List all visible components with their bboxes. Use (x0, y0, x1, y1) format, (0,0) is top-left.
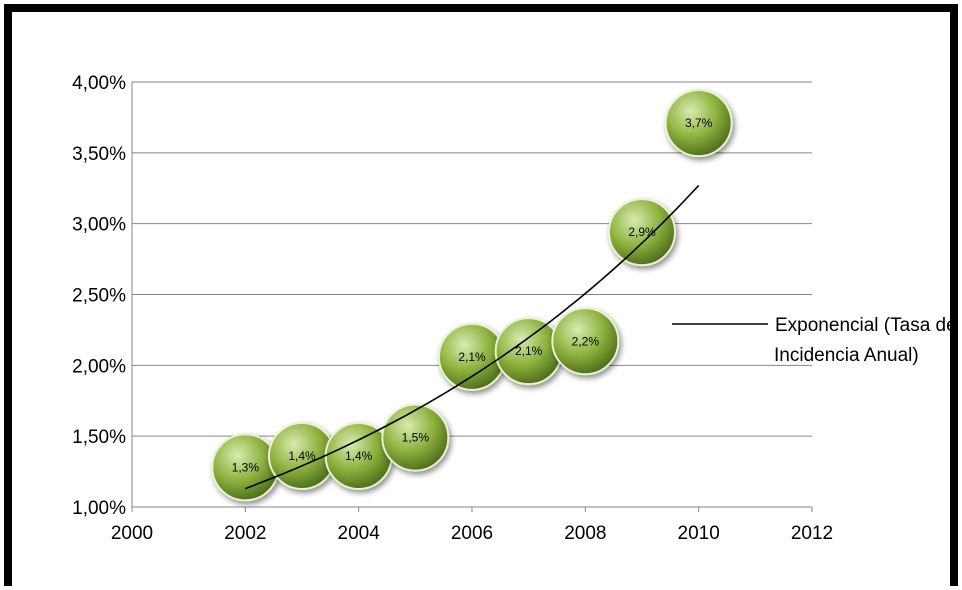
data-label: 1,4% (345, 449, 373, 463)
bubble (664, 89, 733, 158)
data-label: 2,1% (515, 344, 543, 358)
legend-label: Incidencia Anual) (774, 345, 919, 366)
x-tick-label: 2012 (791, 523, 833, 544)
trendline-path (245, 184, 700, 490)
data-label: 2,1% (458, 350, 486, 364)
y-tick-label: 3,50% (72, 144, 126, 165)
data-label: 2,9% (628, 225, 656, 239)
y-tick-label: 4,00% (72, 73, 126, 94)
data-label: 3,7% (685, 116, 713, 130)
x-tick-label: 2010 (678, 523, 720, 544)
y-tick-label: 2,50% (72, 286, 126, 307)
data-label: 1,3% (232, 460, 260, 474)
y-tick-label: 1,00% (72, 498, 126, 519)
data-label: 2,2% (572, 334, 600, 348)
x-tick-label: 2000 (111, 523, 153, 544)
data-label: 1,5% (402, 431, 430, 445)
bubble (608, 198, 676, 267)
bubble (551, 307, 620, 376)
bubble (381, 403, 450, 472)
bubbles: 1,3% 1,4% 1,4% 1,5% 2,1% 2,1% 2,2% 2,9% 3,7% (211, 89, 733, 502)
y-tick-label: 3,00% (72, 215, 126, 236)
x-tick-label: 2004 (338, 523, 381, 544)
x-tick-label: 2008 (564, 523, 606, 544)
y-tick-label: 2,00% (72, 356, 126, 377)
x-tick-label: 2006 (451, 523, 493, 544)
legend: Exponencial (Tasa de Incidencia Anual) (672, 315, 957, 366)
data-label: 1,4% (288, 449, 316, 463)
y-tick-label: 1,50% (72, 427, 126, 448)
x-axis: 2000 2002 2004 2006 2008 2010 2012 (111, 507, 833, 544)
x-tick-label: 2002 (224, 523, 266, 544)
y-axis: 1,00% 1,50% 2,00% 2,50% 3,00% 3,50% 4,00% (72, 73, 126, 519)
legend-label: Exponencial (Tasa de (775, 315, 957, 336)
